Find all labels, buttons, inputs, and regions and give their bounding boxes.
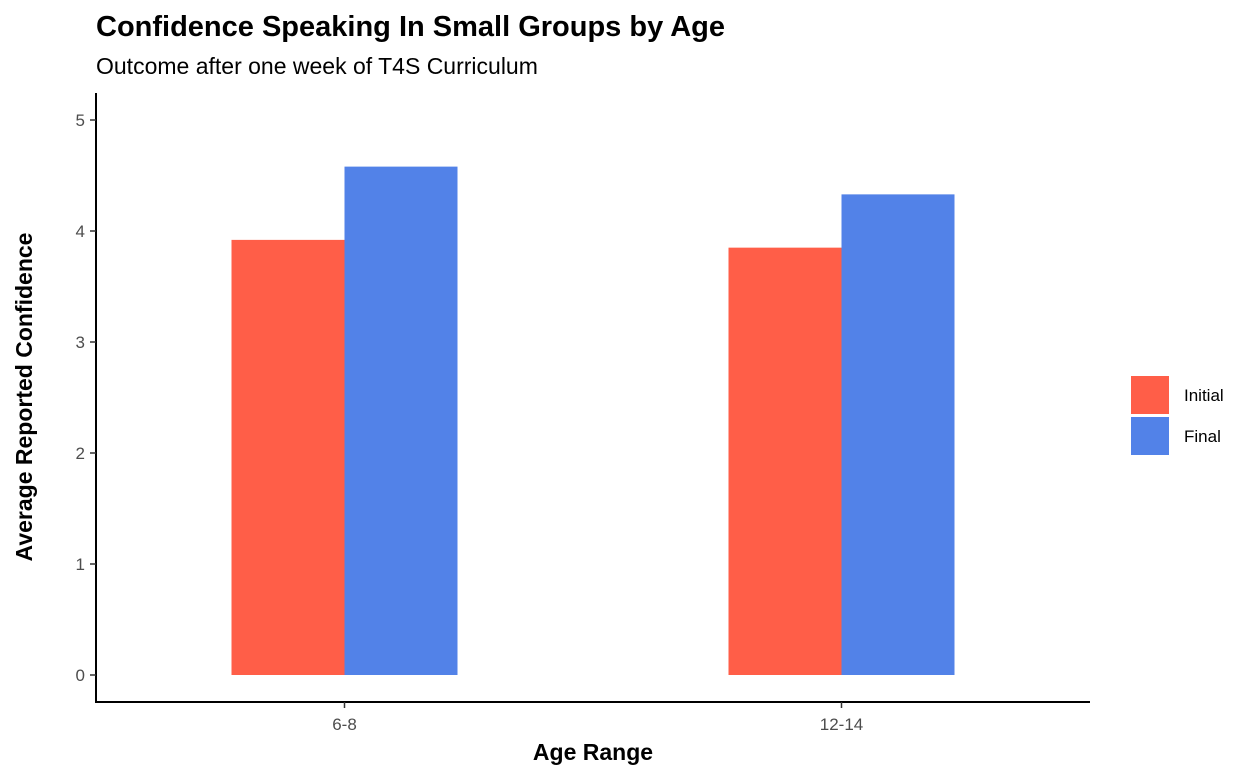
bar-final-12-14 [841, 194, 955, 675]
legend-key-final [1131, 417, 1169, 455]
y-axis-ticks: 0 1 2 3 4 5 [76, 111, 96, 685]
bar-final-6-8 [344, 166, 458, 675]
y-tick-label: 4 [76, 222, 85, 241]
y-tick-label: 0 [76, 666, 85, 685]
y-tick-label: 1 [76, 555, 85, 574]
legend-label-initial: Initial [1184, 386, 1224, 405]
legend-label-final: Final [1184, 427, 1221, 446]
y-tick-label: 5 [76, 111, 85, 130]
legend-key-initial [1131, 376, 1169, 414]
bar-initial-6-8 [231, 239, 345, 675]
x-tick-label: 6-8 [332, 715, 357, 734]
x-tick-label: 12-14 [820, 715, 863, 734]
x-axis-title: Age Range [533, 739, 653, 765]
legend: Initial Final [1131, 376, 1224, 455]
bar-initial-12-14 [728, 247, 842, 675]
y-tick-label: 2 [76, 444, 85, 463]
bars-group [231, 166, 955, 675]
chart-subtitle: Outcome after one week of T4S Curriculum [96, 53, 538, 79]
y-tick-label: 3 [76, 333, 85, 352]
x-axis-ticks: 6-8 12-14 [332, 702, 863, 734]
y-axis-title: Average Reported Confidence [11, 233, 37, 562]
chart-title: Confidence Speaking In Small Groups by A… [96, 11, 725, 43]
